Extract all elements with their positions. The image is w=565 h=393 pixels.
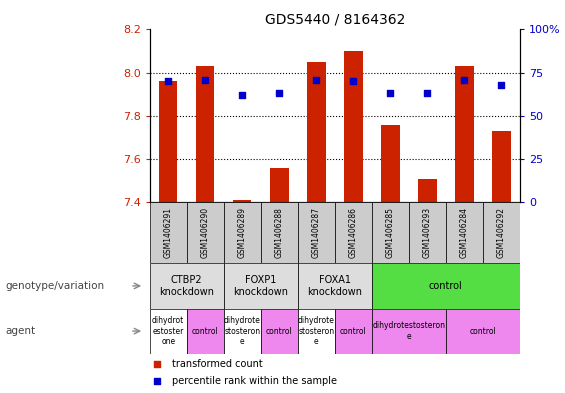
Text: GSM1406285: GSM1406285 [386, 208, 395, 258]
Text: GSM1406287: GSM1406287 [312, 208, 321, 258]
Text: control: control [470, 327, 496, 336]
Text: genotype/variation: genotype/variation [6, 281, 105, 291]
Text: dihydrot
estoster
one: dihydrot estoster one [152, 316, 184, 346]
Bar [409, 202, 446, 263]
Bar [334, 202, 372, 263]
Text: dihydrote
stosteron
e: dihydrote stosteron e [298, 316, 334, 346]
Bar [159, 81, 177, 202]
Text: control: control [429, 281, 463, 291]
Point [386, 90, 395, 97]
Bar [261, 309, 298, 354]
Bar [224, 202, 261, 263]
Bar [381, 125, 399, 202]
Text: GSM1406288: GSM1406288 [275, 208, 284, 258]
Bar [150, 263, 224, 309]
Bar [224, 309, 261, 354]
Bar [483, 202, 520, 263]
Bar [372, 263, 520, 309]
Bar [446, 202, 483, 263]
Point [275, 90, 284, 97]
Bar [334, 309, 372, 354]
Bar [298, 309, 334, 354]
Text: FOXA1
knockdown: FOXA1 knockdown [307, 275, 362, 297]
Text: GSM1406290: GSM1406290 [201, 207, 210, 259]
Text: CTBP2
knockdown: CTBP2 knockdown [159, 275, 214, 297]
Bar [372, 202, 409, 263]
Point [312, 77, 321, 83]
Bar [492, 131, 511, 202]
Point [349, 78, 358, 84]
Text: GSM1406291: GSM1406291 [164, 208, 173, 258]
Point [497, 82, 506, 88]
Bar [186, 202, 224, 263]
Point [201, 77, 210, 83]
Bar [233, 200, 251, 202]
Text: control: control [340, 327, 367, 336]
Text: percentile rank within the sample: percentile rank within the sample [172, 376, 337, 386]
Bar [446, 309, 520, 354]
Bar [298, 202, 334, 263]
Bar [150, 309, 186, 354]
Bar [224, 263, 298, 309]
Bar [196, 66, 215, 202]
Bar [298, 263, 372, 309]
Bar [372, 309, 446, 354]
Text: agent: agent [6, 326, 36, 336]
Text: FOXP1
knockdown: FOXP1 knockdown [233, 275, 288, 297]
Title: GDS5440 / 8164362: GDS5440 / 8164362 [264, 13, 405, 27]
Text: GSM1406292: GSM1406292 [497, 208, 506, 258]
Bar [418, 179, 437, 202]
Point [153, 378, 162, 384]
Bar [344, 51, 363, 202]
Text: GSM1406289: GSM1406289 [238, 208, 247, 258]
Bar [186, 309, 224, 354]
Text: control: control [266, 327, 293, 336]
Text: dihydrotestosteron
e: dihydrotestosteron e [372, 321, 445, 341]
Bar [261, 202, 298, 263]
Bar [307, 62, 325, 202]
Text: GSM1406284: GSM1406284 [460, 208, 469, 258]
Text: GSM1406293: GSM1406293 [423, 207, 432, 259]
Text: control: control [192, 327, 219, 336]
Bar [455, 66, 473, 202]
Text: GSM1406286: GSM1406286 [349, 208, 358, 258]
Bar [270, 168, 289, 202]
Point [153, 360, 162, 367]
Point [460, 77, 469, 83]
Point [238, 92, 247, 98]
Bar [150, 202, 186, 263]
Point [164, 78, 173, 84]
Text: dihydrote
stosteron
e: dihydrote stosteron e [224, 316, 260, 346]
Point [423, 90, 432, 97]
Text: transformed count: transformed count [172, 358, 263, 369]
